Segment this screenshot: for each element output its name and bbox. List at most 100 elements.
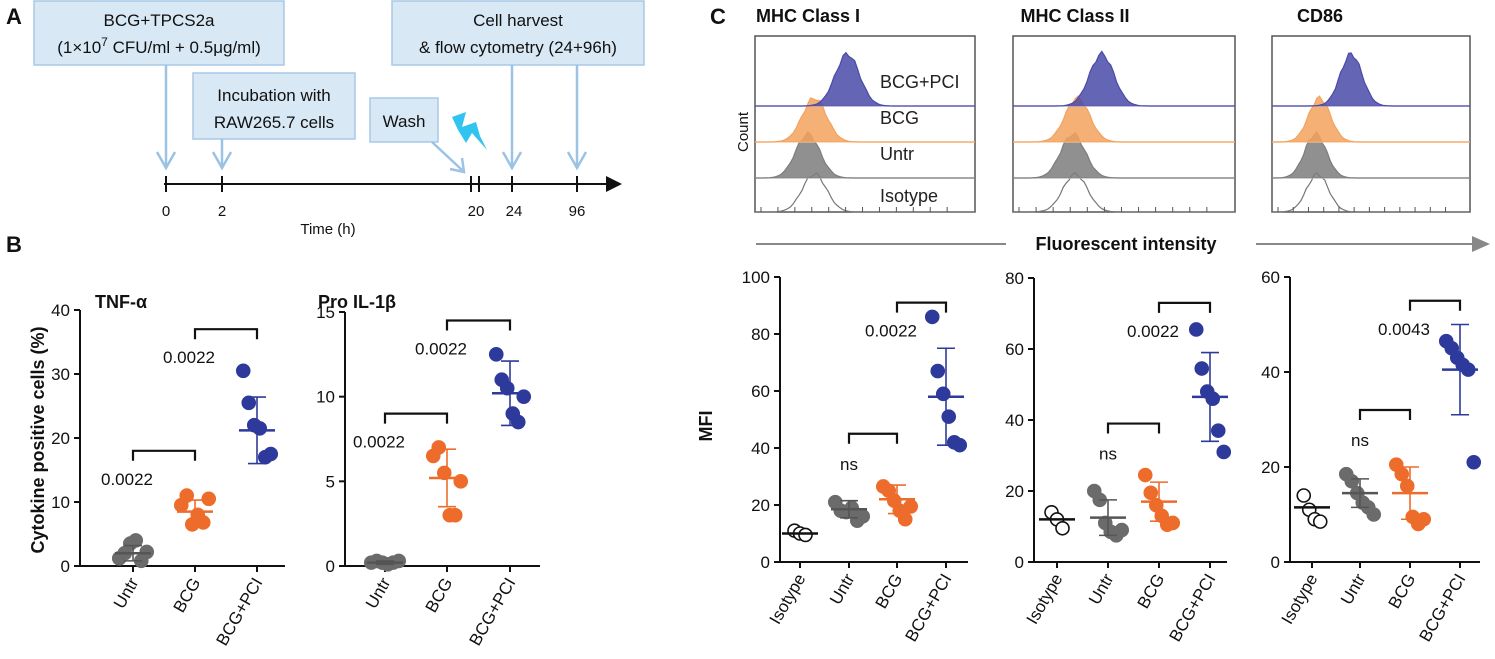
data-point-bcg-pci	[941, 409, 957, 424]
significance-label: 0.0043	[1378, 320, 1430, 339]
significance-bracket	[131, 449, 197, 461]
significance-bracket	[445, 319, 512, 331]
data-point-bcg	[903, 499, 919, 514]
y-tick-label: 40	[751, 439, 770, 458]
histogram-curve-bcg	[755, 97, 975, 143]
data-point-bcg	[431, 440, 447, 455]
chart-title: TNF-α	[95, 292, 147, 312]
panel-label-c: C	[710, 4, 726, 29]
y-tick-label: 0	[61, 557, 70, 576]
significance-label: ns	[840, 455, 858, 474]
significance-label: 0.0022	[1127, 322, 1179, 341]
y-tick-label: 5	[326, 472, 335, 491]
data-point-untr	[391, 553, 407, 569]
y-tick-label: 60	[1261, 268, 1280, 287]
significance-label: ns	[1351, 431, 1369, 450]
timeline-ticks	[165, 176, 578, 192]
timeline-diagram: BCG+TPCS2a (1×107 CFU/ml + 0.5μg/ml) Inc…	[33, 0, 645, 238]
y-tick-label: 40	[1005, 411, 1024, 430]
significance-label: 0.0022	[865, 322, 917, 341]
significance-label: 0.0022	[353, 433, 405, 452]
timeline-tick-96: 96	[569, 203, 586, 220]
hist-title-cd86: CD86	[1297, 6, 1343, 26]
histogram-curve-bcg-pci	[1013, 50, 1235, 107]
y-tick-label: 80	[1005, 269, 1024, 288]
significance-bracket	[383, 412, 449, 424]
fi-label: Fluorescent intensity	[1035, 234, 1216, 254]
hist-ylabel: Count	[735, 111, 752, 152]
timeline-axis-arrow-icon	[606, 176, 622, 192]
significance-bracket	[1157, 301, 1212, 313]
y-tick-label: 0	[1015, 553, 1024, 572]
hist-title-mhc2: MHC Class II	[1020, 6, 1129, 26]
timeline-tick-2: 2	[218, 203, 226, 220]
timeline-xlabel: Time (h)	[300, 221, 355, 238]
significance-label: ns	[1099, 445, 1117, 464]
data-point-bcg-pci	[952, 437, 968, 453]
data-point-untr	[855, 509, 871, 524]
histogram-curve-untr	[1013, 132, 1235, 179]
x-tick-label-bcg: BCG	[170, 575, 205, 616]
data-point-isotype	[1296, 488, 1312, 503]
y-tick-label: 20	[1005, 482, 1024, 501]
significance-bracket	[895, 301, 948, 313]
histogram-frame	[754, 35, 976, 213]
significance-label: 0.0022	[101, 470, 153, 489]
hist-title-mhc1: MHC Class I	[756, 6, 860, 26]
data-point-isotype	[1312, 514, 1328, 529]
x-tick-label-bcg-pci: BCG+PCI	[212, 575, 266, 650]
timeline-arrows	[155, 65, 588, 174]
data-point-isotype	[798, 527, 813, 543]
hist-label-isotype: Isotype	[880, 186, 938, 206]
data-point-bcg-pci	[488, 347, 504, 362]
data-point-bcg-pci	[1205, 391, 1221, 407]
histogram-curve-untr	[755, 131, 975, 179]
timeline-box-wash-label: Wash	[383, 112, 426, 131]
panel-b-ylabel: Cytokine positive cells (%)	[28, 326, 48, 553]
timeline-tick-20: 20	[468, 203, 485, 220]
histogram-curve-isotype	[755, 172, 975, 213]
data-point-untr	[844, 500, 860, 516]
data-point-untr	[128, 533, 144, 548]
y-tick-label: 15	[316, 303, 335, 322]
significance-bracket	[847, 432, 899, 444]
data-point-isotype	[1055, 520, 1070, 536]
timeline-box-harvest	[391, 0, 645, 66]
data-point-bcg	[1143, 485, 1159, 501]
chart-title: Pro IL-1β	[318, 292, 396, 312]
data-point-bcg-pci	[252, 421, 268, 436]
data-point-bcg	[1399, 478, 1415, 494]
hist-label-bcg-pci: BCG+PCI	[880, 72, 960, 92]
histogram-2	[1271, 35, 1471, 213]
x-tick-label-bcg-pci: BCG+PCI	[901, 571, 955, 646]
timeline-box-incubation-line2: RAW265.7 cells	[214, 113, 334, 132]
fi-arrow-icon	[1472, 236, 1490, 252]
data-point-untr	[1344, 473, 1360, 489]
y-tick-label: 60	[751, 382, 770, 401]
data-point-bcg-pci	[935, 386, 951, 402]
x-tick-label-untr: Untr	[110, 574, 143, 612]
x-tick-label-isotype: Isotype	[766, 571, 810, 628]
timeline-box-bcg-line1: BCG+TPCS2a	[103, 11, 215, 30]
timeline-box-harvest-line1: Cell harvest	[473, 11, 563, 30]
y-tick-label: 40	[51, 301, 70, 320]
histogram-curve-isotype	[1272, 172, 1470, 213]
x-tick-label-untr: Untr	[1085, 570, 1118, 608]
hist-label-untr: Untr	[880, 144, 914, 164]
y-tick-label: 40	[1261, 363, 1280, 382]
significance-bracket	[1358, 408, 1412, 420]
data-point-bcg-pci	[1188, 322, 1204, 337]
y-tick-label: 0	[761, 553, 770, 572]
data-point-bcg	[897, 511, 913, 527]
data-point-bcg-pci	[930, 363, 946, 379]
data-point-bcg-pci	[1216, 444, 1232, 460]
data-point-bcg	[201, 491, 217, 507]
y-tick-label: 100	[742, 268, 770, 287]
y-tick-label: 20	[751, 496, 770, 515]
y-tick-label: 20	[1261, 458, 1280, 477]
x-tick-label-bcg: BCG	[1385, 571, 1420, 612]
